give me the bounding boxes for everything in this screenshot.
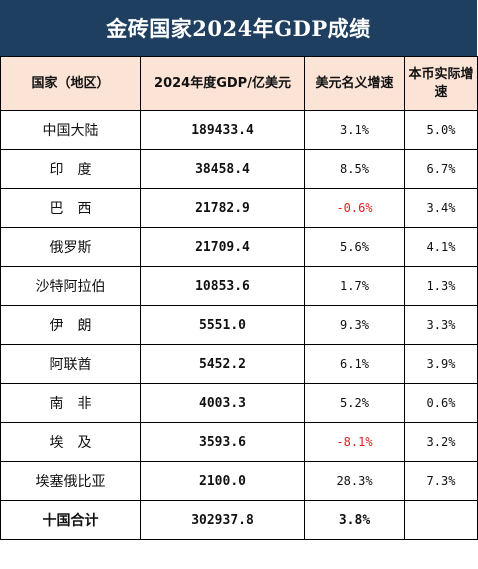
header-row: 国家（地区） 2024年度GDP/亿美元 美元名义增速 本币实际增速: [0, 56, 478, 111]
country-cell: 巴 西: [0, 188, 141, 228]
usd-growth-cell: 8.5%: [304, 149, 405, 189]
table-title: 金砖国家2024年GDP成绩: [0, 0, 477, 56]
gdp-cell: 302937.8: [140, 500, 305, 540]
total-row: 十国合计 302937.8 3.8%: [0, 500, 478, 540]
header-usd-growth: 美元名义增速: [304, 56, 405, 111]
gdp-cell: 5452.2: [140, 344, 305, 384]
gdp-cell: 189433.4: [140, 110, 305, 150]
table-row: 阿联酋 5452.2 6.1% 3.9%: [0, 344, 478, 384]
table-row: 俄罗斯 21709.4 5.6% 4.1%: [0, 227, 478, 267]
table-row: 南 非 4003.3 5.2% 0.6%: [0, 383, 478, 423]
local-growth-cell: 3.9%: [404, 344, 478, 384]
country-cell: 南 非: [0, 383, 141, 423]
header-local-growth: 本币实际增速: [404, 56, 478, 111]
country-cell: 中国大陆: [0, 110, 141, 150]
usd-growth-cell: -8.1%: [304, 422, 405, 462]
local-growth-cell: [404, 500, 478, 540]
usd-growth-cell: 3.8%: [304, 500, 405, 540]
local-growth-cell: 3.2%: [404, 422, 478, 462]
local-growth-cell: 3.3%: [404, 305, 478, 345]
country-cell: 阿联酋: [0, 344, 141, 384]
table-row: 埃塞俄比亚 2100.0 28.3% 7.3%: [0, 461, 478, 501]
gdp-cell: 5551.0: [140, 305, 305, 345]
gdp-cell: 2100.0: [140, 461, 305, 501]
table-row: 伊 朗 5551.0 9.3% 3.3%: [0, 305, 478, 345]
usd-growth-cell: 28.3%: [304, 461, 405, 501]
gdp-cell: 38458.4: [140, 149, 305, 189]
gdp-cell: 3593.6: [140, 422, 305, 462]
usd-growth-cell: 3.1%: [304, 110, 405, 150]
gdp-table: 国家（地区） 2024年度GDP/亿美元 美元名义增速 本币实际增速 中国大陆 1…: [0, 56, 478, 540]
local-growth-cell: 4.1%: [404, 227, 478, 267]
local-growth-cell: 0.6%: [404, 383, 478, 423]
local-growth-cell: 1.3%: [404, 266, 478, 306]
country-cell: 沙特阿拉伯: [0, 266, 141, 306]
gdp-cell: 21709.4: [140, 227, 305, 267]
usd-growth-cell: 5.2%: [304, 383, 405, 423]
local-growth-cell: 7.3%: [404, 461, 478, 501]
country-cell: 埃塞俄比亚: [0, 461, 141, 501]
country-cell: 印 度: [0, 149, 141, 189]
local-growth-cell: 5.0%: [404, 110, 478, 150]
header-gdp: 2024年度GDP/亿美元: [140, 56, 305, 111]
local-growth-cell: 6.7%: [404, 149, 478, 189]
gdp-cell: 10853.6: [140, 266, 305, 306]
usd-growth-cell: 1.7%: [304, 266, 405, 306]
table-body: 中国大陆 189433.4 3.1% 5.0% 印 度 38458.4 8.5% 6.7% 巴 …: [0, 110, 478, 540]
usd-growth-cell: 9.3%: [304, 305, 405, 345]
country-cell: 俄罗斯: [0, 227, 141, 267]
table-row: 埃 及 3593.6 -8.1% 3.2%: [0, 422, 478, 462]
gdp-cell: 4003.3: [140, 383, 305, 423]
country-cell: 十国合计: [0, 500, 141, 540]
table-row: 沙特阿拉伯 10853.6 1.7% 1.3%: [0, 266, 478, 306]
usd-growth-cell: 5.6%: [304, 227, 405, 267]
table-row: 印 度 38458.4 8.5% 6.7%: [0, 149, 478, 189]
header-country: 国家（地区）: [0, 56, 141, 111]
usd-growth-cell: 6.1%: [304, 344, 405, 384]
table-row: 巴 西 21782.9 -0.6% 3.4%: [0, 188, 478, 228]
country-cell: 伊 朗: [0, 305, 141, 345]
local-growth-cell: 3.4%: [404, 188, 478, 228]
country-cell: 埃 及: [0, 422, 141, 462]
table-row: 中国大陆 189433.4 3.1% 5.0%: [0, 110, 478, 150]
usd-growth-cell: -0.6%: [304, 188, 405, 228]
gdp-cell: 21782.9: [140, 188, 305, 228]
